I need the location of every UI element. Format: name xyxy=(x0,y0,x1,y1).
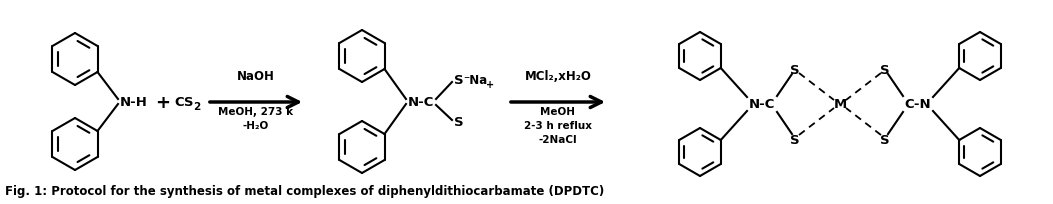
Text: C-N: C-N xyxy=(905,98,931,111)
Text: S: S xyxy=(454,74,463,87)
Text: 2-3 h reflux: 2-3 h reflux xyxy=(524,120,592,130)
Text: S: S xyxy=(880,133,890,146)
Text: N-C: N-C xyxy=(408,96,435,109)
Text: MeOH: MeOH xyxy=(540,106,576,116)
Text: MCl₂,xH₂O: MCl₂,xH₂O xyxy=(524,70,592,83)
Text: MeOH, 273 k: MeOH, 273 k xyxy=(218,106,294,116)
Text: NaOH: NaOH xyxy=(237,70,275,83)
Text: S: S xyxy=(790,133,800,146)
Text: Fig. 1: Protocol for the synthesis of metal complexes of diphenyldithiocarbamate: Fig. 1: Protocol for the synthesis of me… xyxy=(5,184,604,197)
Text: +: + xyxy=(486,80,494,90)
Text: 2: 2 xyxy=(193,102,200,111)
Text: ⁻Na: ⁻Na xyxy=(463,74,488,87)
Text: +: + xyxy=(156,94,171,111)
Text: N-H: N-H xyxy=(120,96,147,109)
Text: -2NaCl: -2NaCl xyxy=(539,134,577,144)
Text: CS: CS xyxy=(174,96,194,109)
Text: -H₂O: -H₂O xyxy=(243,120,270,130)
Text: N-C: N-C xyxy=(749,98,775,111)
Text: S: S xyxy=(790,63,800,76)
Text: S: S xyxy=(454,116,463,129)
Text: S: S xyxy=(880,63,890,76)
Text: M: M xyxy=(833,98,847,111)
